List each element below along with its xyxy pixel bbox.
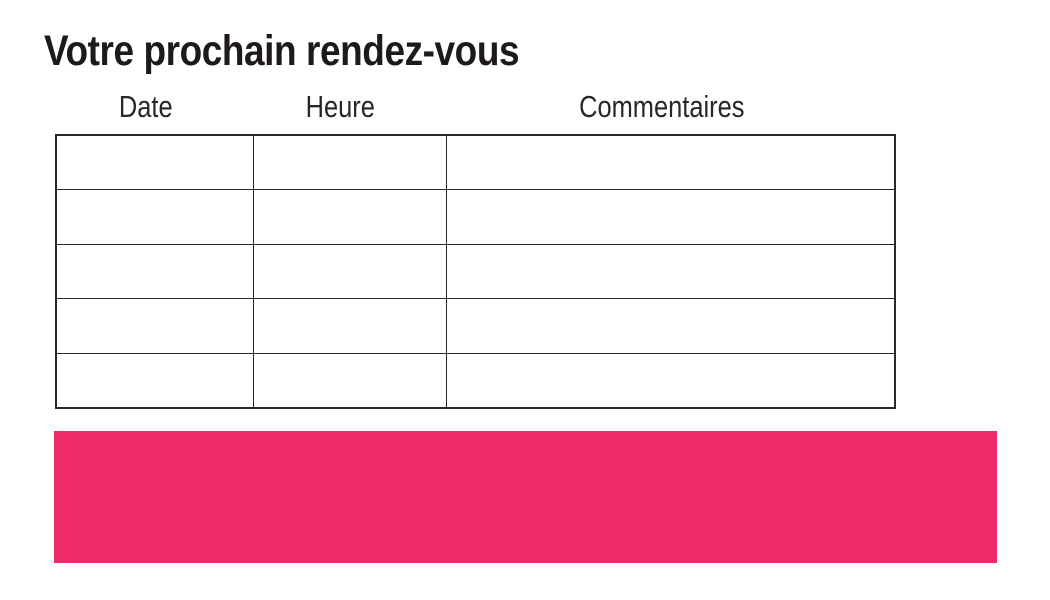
table-cell bbox=[445, 352, 896, 409]
column-header-date-label: Date bbox=[118, 89, 173, 124]
table-cell bbox=[252, 298, 447, 354]
column-header-heure: Heure bbox=[244, 90, 437, 124]
column-header-commentaires: Commentaires bbox=[437, 90, 886, 124]
table-cell bbox=[55, 298, 254, 354]
table-cell bbox=[445, 189, 896, 245]
table-row bbox=[55, 298, 896, 354]
table-cell bbox=[252, 189, 447, 245]
table-cell bbox=[55, 134, 254, 191]
table-cell bbox=[55, 352, 254, 409]
table-row bbox=[55, 243, 896, 300]
table-cell bbox=[252, 243, 447, 300]
table-row bbox=[55, 352, 896, 409]
table-cell bbox=[445, 243, 896, 300]
accent-banner bbox=[54, 431, 997, 563]
table-cell bbox=[252, 134, 447, 191]
appointments-table-body bbox=[55, 134, 896, 409]
column-header-heure-label: Heure bbox=[305, 89, 376, 124]
table-cell bbox=[445, 134, 896, 191]
table-cell bbox=[252, 352, 447, 409]
appointments-table bbox=[55, 134, 896, 409]
table-row bbox=[55, 134, 896, 191]
table-cell bbox=[55, 189, 254, 245]
column-header-date: Date bbox=[47, 90, 244, 124]
table-cell bbox=[445, 298, 896, 354]
table-row bbox=[55, 189, 896, 245]
page-title: Votre prochain rendez-vous bbox=[44, 27, 520, 75]
table-cell bbox=[55, 243, 254, 300]
table-header-row: Date Heure Commentaires bbox=[47, 90, 886, 124]
column-header-commentaires-label: Commentaires bbox=[578, 89, 745, 124]
